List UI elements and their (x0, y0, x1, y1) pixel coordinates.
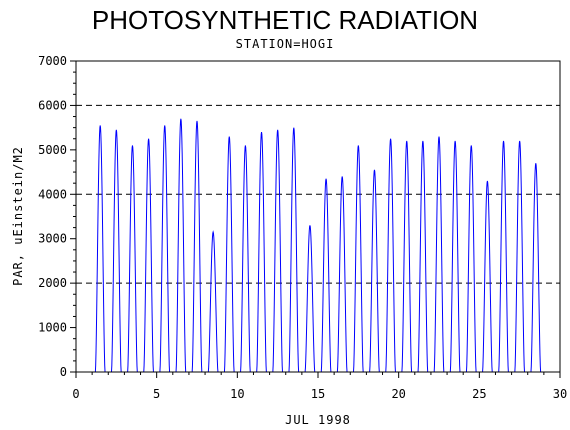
plot-frame (75, 60, 561, 373)
x-axis-ticks: 0 5 10 15 20 25 30 (72, 372, 567, 401)
y-tick-label: 1000 (38, 321, 67, 335)
y-tick-label: 4000 (38, 187, 67, 201)
x-tick-label: 30 (553, 387, 567, 401)
y-tick-label: 2000 (38, 276, 67, 290)
y-axis-ticks: 0 1000 2000 3000 4000 5000 6000 7000 (38, 54, 76, 379)
y-tick-label: 6000 (38, 98, 67, 112)
x-tick-label: 15 (311, 387, 325, 401)
x-tick-label: 0 (72, 387, 79, 401)
x-tick-label: 25 (472, 387, 486, 401)
series-line-par (92, 118, 560, 373)
y-tick-label: 5000 (38, 143, 67, 157)
x-axis-label: JUL 1998 (285, 413, 351, 427)
y-axis-label: PAR, uEinstein/M2 (11, 146, 25, 286)
x-tick-label: 10 (230, 387, 244, 401)
chart-subtitle: STATION=HOGI (236, 37, 335, 51)
reference-lines (76, 104, 560, 284)
chart-title: PHOTOSYNTHETIC RADIATION (92, 5, 478, 35)
x-tick-label: 20 (391, 387, 405, 401)
y-tick-label: 3000 (38, 232, 67, 246)
y-tick-label: 7000 (38, 54, 67, 68)
y-tick-label: 0 (60, 365, 67, 379)
x-tick-label: 5 (153, 387, 160, 401)
